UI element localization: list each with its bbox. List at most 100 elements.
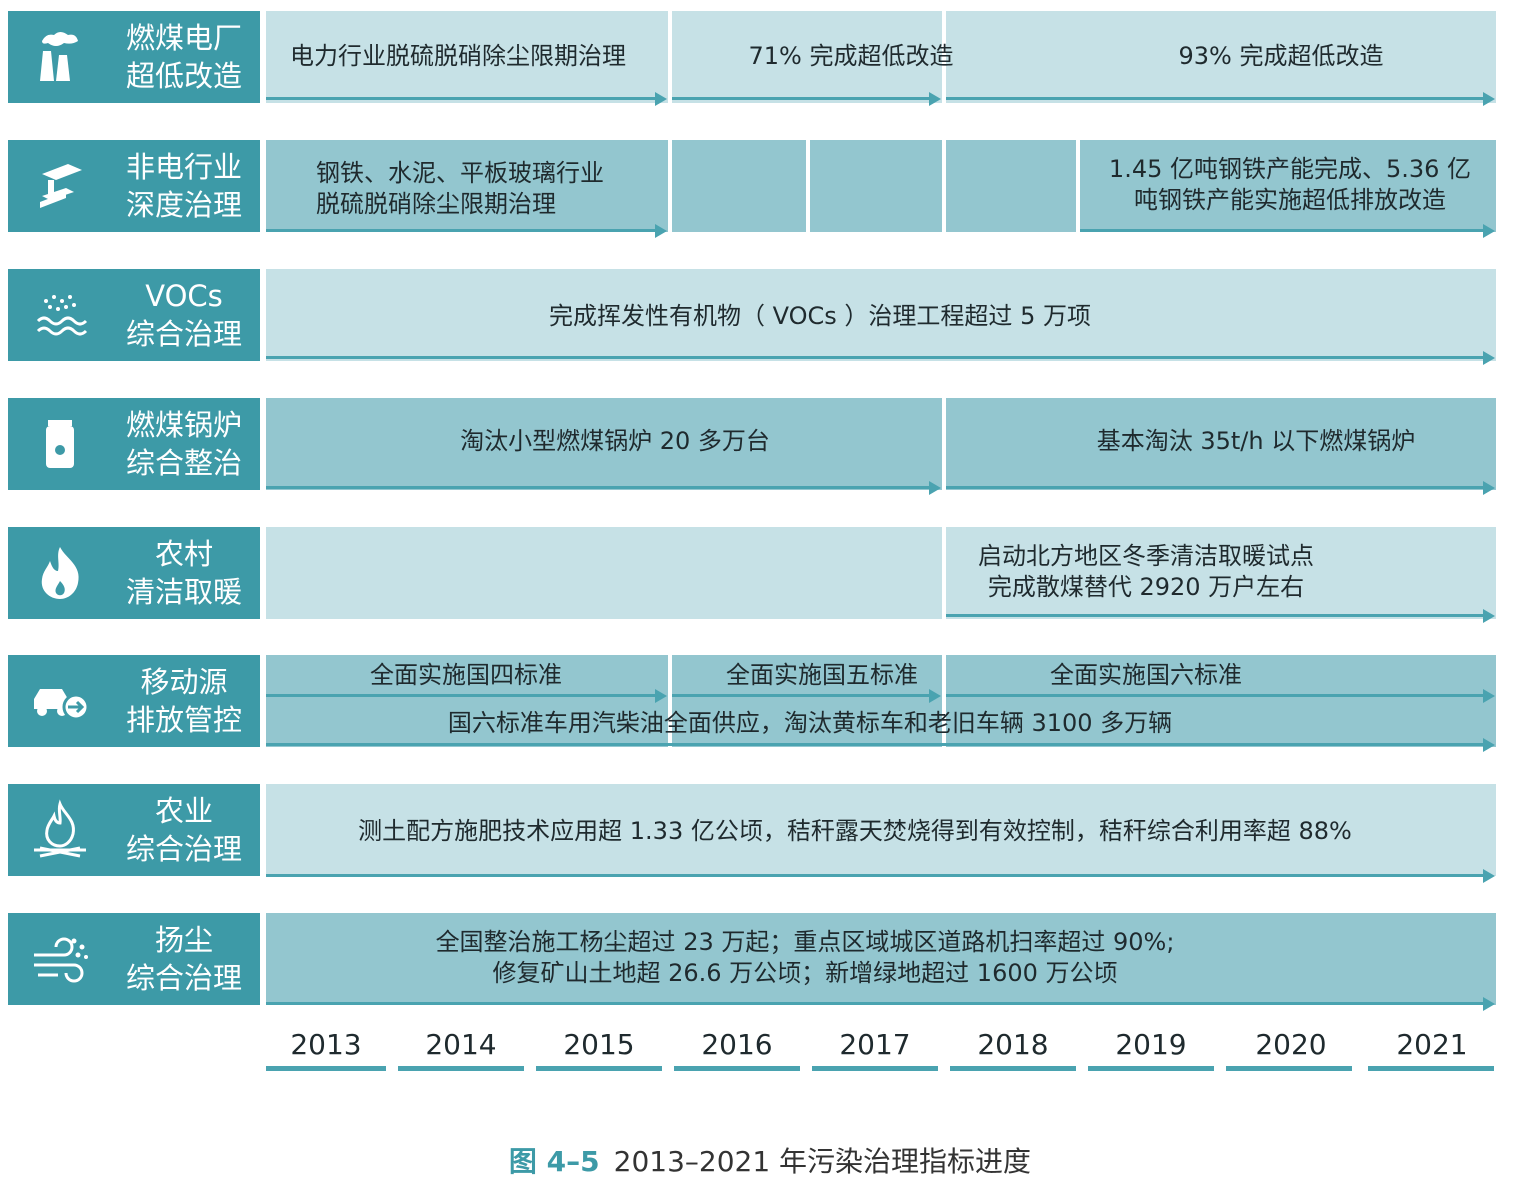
year-label: 2019 (1115, 1028, 1187, 1061)
cell (266, 11, 668, 103)
category-line2: 排放管控 (125, 703, 242, 737)
category-rural-heating: 农村 清洁取暖 (8, 527, 260, 619)
arrow-head (1483, 351, 1495, 365)
arrow-head (655, 92, 667, 106)
category-label: 农村 清洁取暖 (104, 535, 264, 611)
category-line2: 综合整治 (125, 446, 242, 480)
year-underline (1226, 1066, 1352, 1071)
category-dust: 扬尘 综合治理 (8, 913, 260, 1005)
category-label: 燃煤电厂 超低改造 (104, 19, 264, 95)
category-line2: 综合治理 (125, 317, 242, 351)
row-dust: 扬尘 综合治理 全国整治施工杨尘超过 23 万起；重点区域城区道路机扫率超过 9… (0, 913, 1540, 1011)
cell (946, 11, 1496, 103)
category-line1: 农业 (154, 794, 213, 828)
year-label: 2018 (977, 1028, 1049, 1061)
vehicle-emission-icon (34, 689, 90, 721)
year-label: 2020 (1255, 1028, 1327, 1061)
year-underline (398, 1066, 524, 1071)
category-mobile-source: 移动源 排放管控 (8, 655, 260, 747)
year-underline (266, 1066, 386, 1071)
category-coal-boiler: 燃煤锅炉 综合整治 (8, 398, 260, 490)
row-mobile-source: 移动源 排放管控 全面实施国四标准 全面实施国五标准 全面实施国六标准 国六标准… (0, 655, 1540, 752)
progress-bar (672, 97, 932, 100)
category-line1: 扬尘 (154, 923, 213, 957)
steel-beam-icon (40, 164, 82, 208)
year-underline (536, 1066, 662, 1071)
milestone-text: 完成散煤替代 2920 万户左右 (987, 573, 1305, 601)
category-agriculture: 农业 综合治理 (8, 784, 260, 876)
milestone-text: 脱硫脱硝除尘限期治理 (316, 190, 556, 218)
arrow-head (1483, 689, 1495, 703)
year-underline (950, 1066, 1076, 1071)
figure-title: 2013–2021 年污染治理指标进度 (613, 1145, 1032, 1178)
category-label: VOCs 综合治理 (104, 277, 264, 353)
progress-bar (946, 614, 1486, 617)
arrow-head (1483, 224, 1495, 238)
milestone-text: 完成挥发性有机物（ VOCs ）治理工程超过 5 万项 (549, 302, 1091, 330)
progress-bar (266, 694, 658, 697)
straw-fire-icon (34, 799, 86, 858)
category-label: 移动源 排放管控 (104, 663, 264, 739)
milestone-text: 修复矿山土地超 26.6 万公顷；新增绿地超过 1600 万公顷 (492, 959, 1118, 987)
cell (266, 913, 1496, 1005)
year-underline (1088, 1066, 1214, 1071)
row-vocs: VOCs 综合治理 完成挥发性有机物（ VOCs ）治理工程超过 5 万项 (0, 269, 1540, 365)
milestone-text: 93% 完成超低改造 (1178, 42, 1384, 70)
milestone-text: 电力行业脱硫脱硝除尘限期治理 (290, 42, 626, 70)
milestone-text: 启动北方地区冬季清洁取暖试点 (978, 542, 1314, 570)
year-underline (812, 1066, 938, 1071)
category-line1: 非电行业 (125, 150, 242, 184)
year-label: 2013 (290, 1028, 362, 1061)
cell (266, 398, 942, 490)
cell (1080, 140, 1496, 232)
arrow-head (1483, 738, 1495, 752)
milestone-text: 测土配方施肥技术应用超 1.33 亿公顷，秸秆露天焚烧得到有效控制，秸秆综合利用… (358, 817, 1352, 845)
milestone-text: 全国整治施工杨尘超过 23 万起；重点区域城区道路机扫率超过 90%; (435, 928, 1175, 956)
arrow-head (1483, 609, 1495, 623)
milestone-text: 国六标准车用汽柴油全面供应，淘汰黄标车和老旧车辆 3100 多万辆 (447, 709, 1173, 737)
arrow-head (1483, 481, 1495, 495)
category-label: 农业 综合治理 (104, 792, 264, 868)
milestone-text: 淘汰小型燃煤锅炉 20 多万台 (460, 427, 770, 455)
progress-bar (946, 486, 1486, 489)
category-line1: 移动源 (140, 665, 228, 699)
category-label: 非电行业 深度治理 (104, 148, 264, 224)
category-line1: VOCs (145, 279, 223, 313)
row-coal-boiler: 燃煤锅炉 综合整治 淘汰小型燃煤锅炉 20 多万台 基本淘汰 35t/h 以下燃… (0, 398, 1540, 495)
arrow-head (929, 689, 941, 703)
figure-caption: 图 4–5 2013–2021 年污染治理指标进度 (0, 1140, 1540, 1180)
arrow-head (655, 224, 667, 238)
arrow-head (929, 92, 941, 106)
progress-bar (672, 694, 932, 697)
row-coal-power: 燃煤电厂 超低改造 电力行业脱硫脱硝除尘限期治理 71% 完成超低改造 93% … (0, 11, 1540, 106)
progress-bar (266, 229, 658, 232)
cell (672, 140, 806, 232)
category-line1: 燃煤锅炉 (125, 408, 242, 442)
boiler-icon (46, 420, 74, 468)
progress-bar (266, 356, 1486, 359)
milestone-text: 全面实施国六标准 (1050, 661, 1242, 689)
milestone-text: 基本淘汰 35t/h 以下燃煤锅炉 (1096, 427, 1416, 455)
year-label: 2017 (839, 1028, 911, 1061)
flame-icon (41, 547, 79, 599)
progress-bar (946, 97, 1486, 100)
progress-bar (1080, 229, 1486, 232)
year-label: 2014 (425, 1028, 497, 1061)
arrow-head (655, 689, 667, 703)
category-label: 扬尘 综合治理 (104, 921, 264, 997)
category-coal-power: 燃煤电厂 超低改造 (8, 11, 260, 103)
cell (946, 527, 1496, 619)
year-label: 2015 (563, 1028, 635, 1061)
category-line2: 超低改造 (125, 59, 242, 93)
category-vocs: VOCs 综合治理 (8, 269, 260, 361)
milestone-text: 全面实施国四标准 (370, 661, 562, 689)
vapor-icon (36, 295, 88, 336)
category-line2: 综合治理 (125, 832, 242, 866)
cell (946, 140, 1076, 232)
arrow-head (1483, 869, 1495, 883)
cell (266, 655, 668, 747)
progress-bar (266, 1002, 1486, 1005)
cell (810, 140, 942, 232)
cell (946, 655, 1496, 747)
progress-bar (946, 694, 1486, 697)
